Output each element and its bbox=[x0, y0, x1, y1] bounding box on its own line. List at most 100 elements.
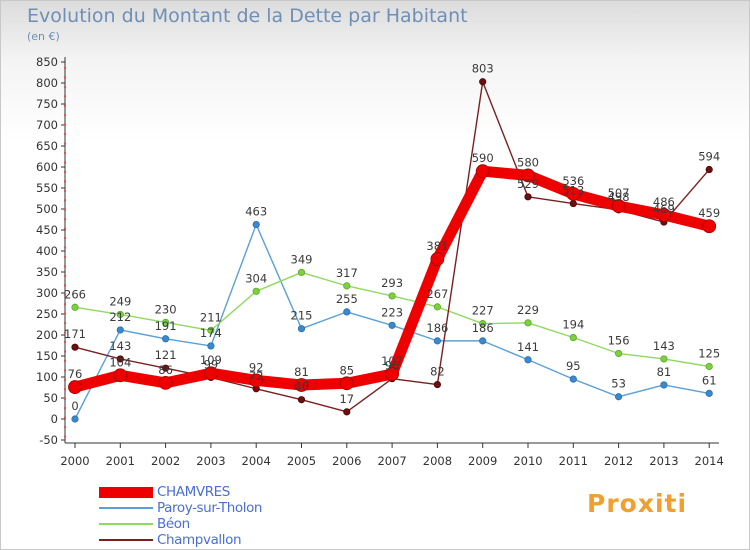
y-axis-minor-tick bbox=[64, 180, 66, 183]
y-axis-minor-tick bbox=[64, 341, 66, 344]
data-label-champvallon: 513 bbox=[562, 184, 584, 198]
data-label-chamvres: 381 bbox=[426, 239, 448, 253]
data-label-beon: 317 bbox=[336, 266, 358, 280]
y-axis-minor-tick bbox=[64, 350, 66, 353]
data-point-paroy-sur-tholon bbox=[297, 325, 306, 333]
data-point-champvallon bbox=[569, 199, 577, 208]
data-point-paroy-sur-tholon bbox=[660, 381, 668, 389]
y-axis-minor-tick bbox=[64, 378, 66, 381]
data-label-beon: 249 bbox=[109, 294, 131, 308]
y-axis-minor-tick bbox=[64, 369, 66, 372]
data-label-champvallon: 82 bbox=[430, 365, 445, 379]
data-label-chamvres: 76 bbox=[68, 367, 83, 381]
y-axis-minor-tick bbox=[64, 218, 66, 221]
y-axis-minor-tick bbox=[64, 170, 66, 173]
y-axis-minor-tick bbox=[64, 152, 66, 155]
data-label-paroy-sur-tholon: 81 bbox=[657, 365, 672, 379]
data-point-beon bbox=[433, 303, 441, 311]
data-point-chamvres bbox=[521, 168, 535, 183]
data-label-chamvres: 486 bbox=[653, 195, 675, 209]
data-point-beon bbox=[524, 319, 532, 327]
data-point-chamvres bbox=[203, 366, 218, 381]
legend-label: Béon bbox=[157, 516, 190, 532]
data-point-paroy-sur-tholon bbox=[207, 342, 215, 350]
data-point-champvallon bbox=[71, 343, 79, 351]
y-axis-minor-tick bbox=[64, 114, 66, 117]
y-tick-label: 750 bbox=[36, 97, 58, 111]
data-label-champvallon: 143 bbox=[109, 339, 131, 353]
data-point-paroy-sur-tholon bbox=[162, 335, 170, 343]
data-point-chamvres bbox=[68, 380, 82, 394]
x-tick-label: 2009 bbox=[468, 454, 497, 468]
y-tick-label: 0 bbox=[51, 412, 58, 426]
data-label-beon: 349 bbox=[291, 252, 313, 266]
data-point-beon bbox=[297, 268, 306, 277]
y-axis-minor-tick bbox=[64, 85, 66, 88]
data-label-chamvres: 580 bbox=[517, 155, 539, 169]
data-point-chamvres bbox=[339, 376, 354, 391]
data-point-chamvres bbox=[113, 368, 128, 383]
legend-label: Paroy-sur-Tholon bbox=[157, 500, 263, 516]
data-point-paroy-sur-tholon bbox=[705, 389, 713, 397]
data-point-paroy-sur-tholon bbox=[433, 337, 441, 345]
data-point-paroy-sur-tholon bbox=[388, 321, 396, 329]
y-axis-minor-tick bbox=[64, 67, 66, 69]
proxiti-logo: Proxiti bbox=[587, 489, 688, 518]
legend-label: Champvallon bbox=[157, 532, 242, 548]
x-tick-label: 2011 bbox=[559, 454, 588, 468]
x-tick-label: 2005 bbox=[287, 454, 316, 468]
y-axis-minor-tick bbox=[64, 284, 66, 287]
y-axis-minor-tick bbox=[64, 388, 66, 391]
y-axis-minor-tick bbox=[64, 397, 66, 400]
data-point-beon bbox=[614, 349, 623, 358]
y-axis-minor-tick bbox=[64, 416, 66, 419]
x-tick-label: 2012 bbox=[604, 454, 633, 468]
y-tick-label: 150 bbox=[36, 349, 58, 363]
data-label-beon: 194 bbox=[562, 318, 584, 332]
data-label-paroy-sur-tholon: 212 bbox=[109, 310, 131, 324]
data-point-paroy-sur-tholon bbox=[479, 337, 487, 345]
x-tick-label: 2010 bbox=[513, 454, 542, 468]
data-point-chamvres bbox=[702, 219, 717, 234]
data-point-chamvres bbox=[294, 378, 309, 392]
data-label-beon: 156 bbox=[608, 333, 630, 347]
y-axis-minor-tick bbox=[64, 142, 66, 145]
data-point-chamvres bbox=[566, 186, 581, 201]
data-label-beon: 304 bbox=[245, 271, 267, 285]
data-label-champvallon: 99 bbox=[204, 357, 219, 371]
y-tick-label: 300 bbox=[36, 286, 58, 300]
data-label-champvallon: 121 bbox=[155, 348, 177, 362]
data-label-paroy-sur-tholon: 191 bbox=[155, 319, 177, 333]
data-point-chamvres bbox=[475, 164, 490, 179]
y-axis-minor-tick bbox=[64, 199, 66, 202]
data-point-beon bbox=[252, 287, 260, 295]
data-point-beon bbox=[569, 333, 577, 342]
data-label-chamvres: 86 bbox=[158, 363, 173, 377]
data-point-chamvres bbox=[430, 252, 445, 266]
data-label-chamvres: 85 bbox=[339, 363, 354, 377]
y-axis-minor-tick bbox=[64, 76, 66, 79]
y-tick-label: -50 bbox=[39, 433, 58, 447]
data-point-paroy-sur-tholon bbox=[524, 356, 532, 364]
data-point-chamvres bbox=[158, 375, 173, 390]
data-label-beon: 229 bbox=[517, 303, 539, 317]
data-point-champvallon bbox=[479, 78, 487, 86]
data-label-paroy-sur-tholon: 223 bbox=[381, 305, 403, 319]
data-label-chamvres: 92 bbox=[249, 360, 264, 374]
data-point-chamvres bbox=[657, 207, 671, 222]
y-axis-minor-tick bbox=[64, 331, 66, 334]
data-label-paroy-sur-tholon: 174 bbox=[200, 326, 222, 340]
x-tick-label: 2007 bbox=[377, 454, 406, 468]
x-tick-label: 2000 bbox=[60, 454, 89, 468]
data-point-beon bbox=[479, 320, 487, 328]
data-label-paroy-sur-tholon: 53 bbox=[611, 377, 626, 391]
data-label-paroy-sur-tholon: 186 bbox=[472, 321, 494, 335]
data-point-paroy-sur-tholon bbox=[343, 308, 351, 316]
data-label-champvallon: 171 bbox=[64, 327, 86, 341]
y-tick-label: 650 bbox=[36, 139, 58, 153]
data-label-champvallon: 803 bbox=[472, 62, 494, 76]
data-point-chamvres bbox=[611, 199, 626, 213]
legend-swatch bbox=[99, 507, 153, 509]
